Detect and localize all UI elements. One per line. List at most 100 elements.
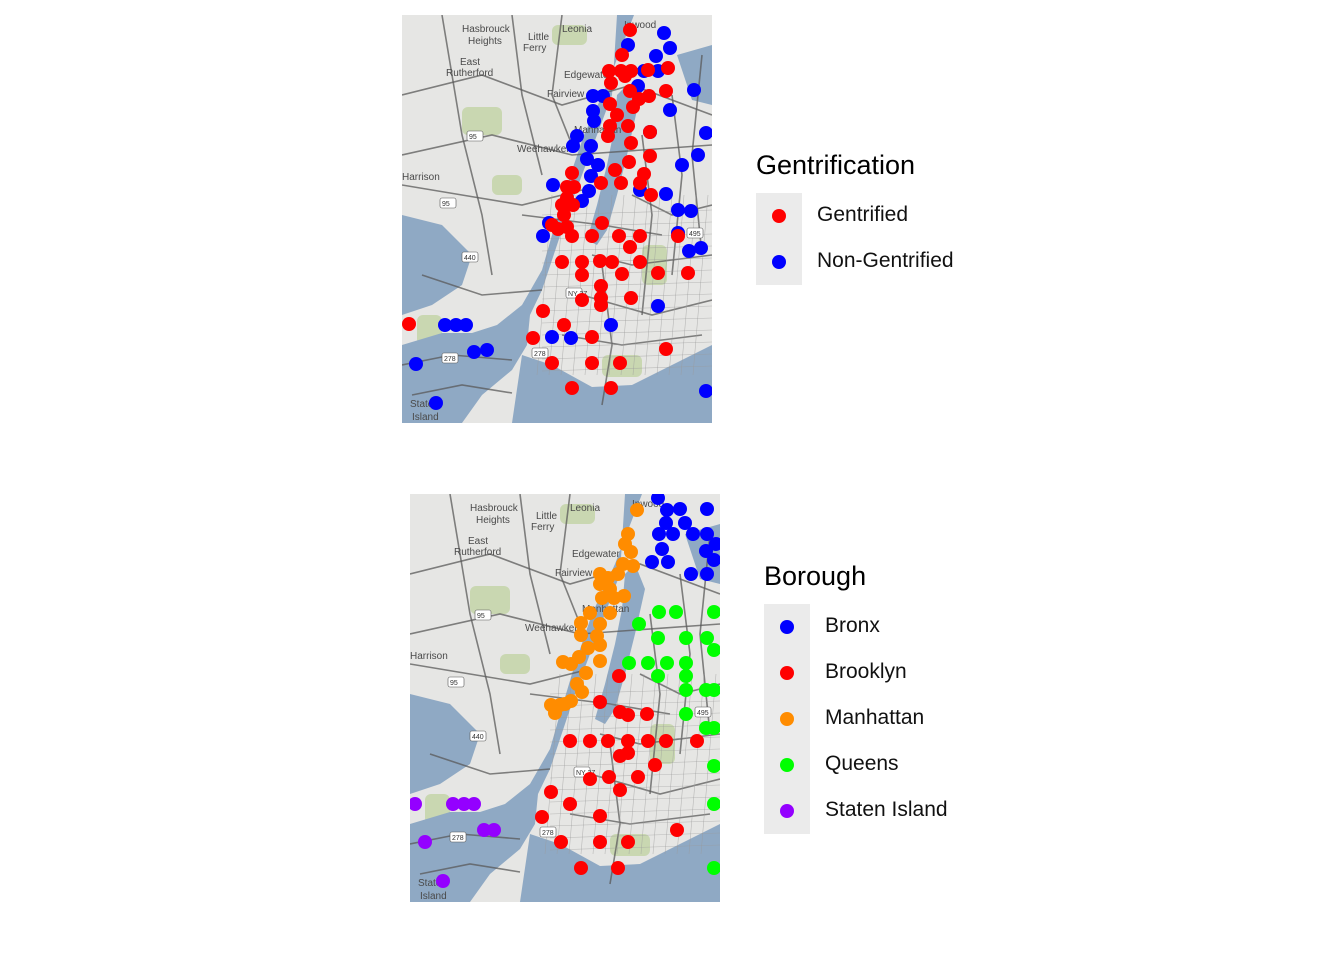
point-gentrified (545, 218, 559, 232)
point-queens (660, 656, 674, 670)
point-bronx (709, 537, 720, 551)
map-place-label: Inwood (624, 20, 656, 31)
point-queens (652, 605, 666, 619)
point-manhattan (572, 650, 586, 664)
street (549, 796, 720, 803)
road (631, 194, 712, 216)
point-gentrified (641, 63, 655, 77)
point-bronx (666, 527, 680, 541)
legend-label: Gentrified (817, 203, 909, 226)
legend-label: Staten Island (825, 798, 948, 821)
point-staten-island (477, 823, 491, 837)
point-staten-island (487, 823, 501, 837)
point-gentrified (615, 48, 629, 62)
point-gentrified (659, 342, 673, 356)
point-non-gentrified (429, 396, 443, 410)
highway-shield (686, 227, 704, 239)
point-non-gentrified (584, 139, 598, 153)
point-gentrified (608, 163, 622, 177)
point-gentrified (671, 229, 685, 243)
point-manhattan (611, 567, 625, 581)
highway-shield-label: 278 (444, 356, 456, 363)
street (568, 673, 585, 855)
street (628, 673, 645, 855)
legend-title: Gentrification (756, 150, 916, 180)
road (449, 494, 501, 755)
map-place-label: Harrison (410, 651, 448, 662)
street (541, 353, 712, 360)
point-brooklyn (593, 809, 607, 823)
point-gentrified (605, 255, 619, 269)
point-queens (651, 669, 665, 683)
street (541, 281, 712, 288)
point-bronx (660, 503, 674, 517)
map-place-label: Manhattan (574, 125, 621, 136)
point-brooklyn (593, 835, 607, 849)
map-place-label: Ferry (523, 43, 546, 54)
legend-dot (780, 620, 794, 634)
street (688, 673, 705, 855)
map-place-label: Island (412, 412, 439, 423)
highway-shield-label: 95 (442, 201, 450, 208)
point-brooklyn (621, 734, 635, 748)
point-queens (651, 631, 665, 645)
point-manhattan (579, 666, 593, 680)
point-manhattan (575, 685, 589, 699)
park-area (470, 586, 510, 614)
map-place-label: Staten (418, 878, 447, 889)
point-brooklyn (641, 734, 655, 748)
street (620, 194, 637, 376)
point-non-gentrified (582, 184, 596, 198)
point-bronx (659, 516, 673, 530)
point-gentrified (594, 298, 608, 312)
point-gentrified (593, 254, 607, 268)
point-bronx (684, 567, 698, 581)
point-non-gentrified (480, 343, 494, 357)
lower-harbor (520, 824, 720, 902)
map-place-label: Edgewater (572, 549, 620, 560)
point-non-gentrified (649, 49, 663, 63)
point-brooklyn (621, 708, 635, 722)
road (679, 573, 691, 755)
point-non-gentrified (591, 158, 605, 172)
highway-shield-label: 95 (477, 613, 485, 620)
point-non-gentrified (587, 114, 601, 128)
legend-item-manhattan: Manhattan (764, 696, 1064, 742)
point-queens (679, 656, 693, 670)
point-non-gentrified (580, 152, 594, 166)
point-gentrified (560, 180, 574, 194)
point-manhattan (593, 654, 607, 668)
point-non-gentrified (536, 229, 550, 243)
legend-keys: Bronx Brooklyn Manhattan Queens Staten I… (764, 604, 948, 834)
point-gentrified (602, 64, 616, 78)
highway-shield (449, 831, 467, 843)
map-place-label: East (460, 57, 480, 68)
point-gentrified (604, 381, 618, 395)
street (644, 194, 661, 376)
point-manhattan (593, 617, 607, 631)
highway-shield (466, 130, 484, 142)
street (549, 844, 720, 851)
highway-shield (539, 826, 557, 838)
point-bronx (651, 494, 665, 505)
highway-shield-label: 278 (452, 835, 464, 842)
point-non-gentrified (545, 330, 559, 344)
map-place-label: Heights (476, 515, 510, 526)
street (692, 194, 709, 376)
point-gentrified (555, 255, 569, 269)
point-bronx (700, 567, 714, 581)
point-manhattan (574, 628, 588, 642)
point-brooklyn (535, 810, 549, 824)
point-brooklyn (611, 861, 625, 875)
road (410, 613, 720, 635)
point-non-gentrified (699, 384, 712, 398)
map-place-label: Staten (410, 399, 439, 410)
point-gentrified (604, 76, 618, 90)
map-place-label: Island (420, 891, 447, 902)
road (519, 494, 551, 655)
point-gentrified (623, 23, 637, 37)
highway-shield (694, 706, 712, 718)
borough-map[interactable]: Hasbrouck Heights Little Ferry Leonia Inwood E… (410, 494, 720, 902)
gentrification-map[interactable]: Hasbrouck Heights Little Ferry Leonia Inwood E… (402, 15, 712, 423)
point-non-gentrified (684, 204, 698, 218)
